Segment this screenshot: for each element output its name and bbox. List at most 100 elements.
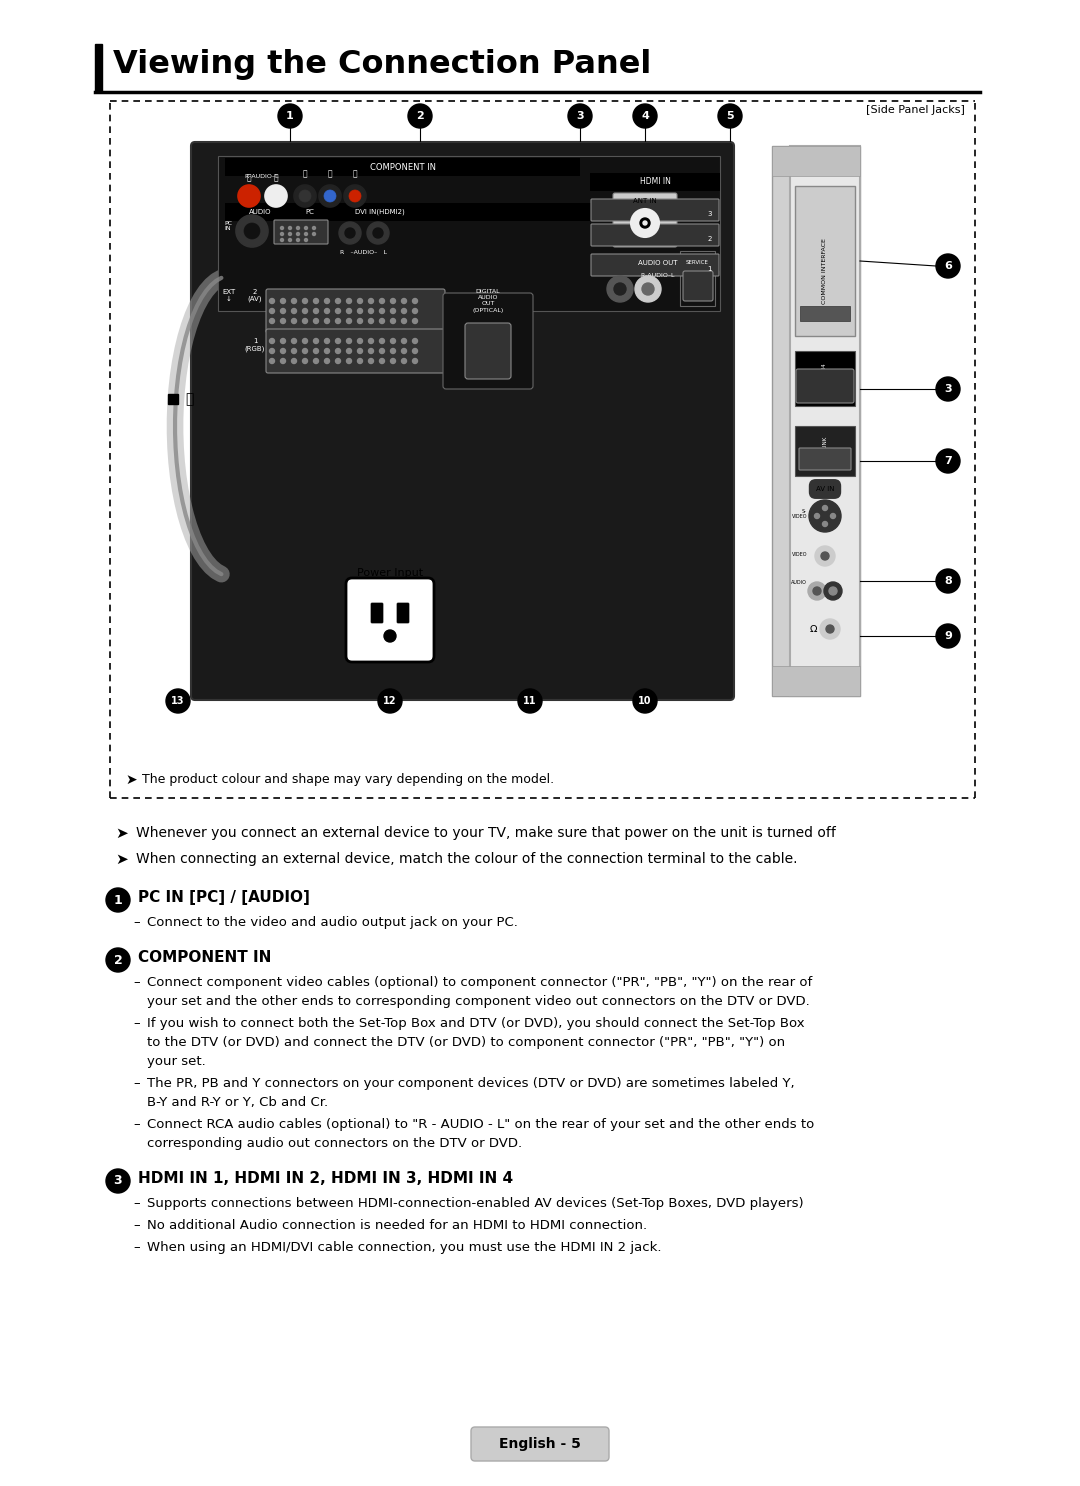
Circle shape <box>312 226 315 229</box>
Circle shape <box>384 630 396 642</box>
FancyBboxPatch shape <box>799 447 851 470</box>
Circle shape <box>288 232 292 235</box>
Circle shape <box>813 587 821 594</box>
Circle shape <box>347 358 351 364</box>
Circle shape <box>288 238 292 242</box>
Circle shape <box>345 227 355 238</box>
Text: 2: 2 <box>416 111 423 120</box>
Circle shape <box>292 339 297 343</box>
FancyBboxPatch shape <box>796 369 854 403</box>
Circle shape <box>378 690 402 713</box>
Circle shape <box>936 624 960 648</box>
Text: Ω: Ω <box>809 624 816 635</box>
Circle shape <box>281 349 285 354</box>
Circle shape <box>642 282 654 296</box>
Text: S-
VIDEO: S- VIDEO <box>792 508 807 520</box>
Text: –: – <box>133 1219 139 1232</box>
Text: to the DTV (or DVD) and connect the DTV (or DVD) to component connector ("PR", ": to the DTV (or DVD) and connect the DTV … <box>147 1036 785 1049</box>
Circle shape <box>297 226 299 229</box>
FancyBboxPatch shape <box>591 224 719 247</box>
Circle shape <box>718 104 742 128</box>
Circle shape <box>357 318 363 324</box>
Bar <box>218 156 720 311</box>
Circle shape <box>292 358 297 364</box>
Circle shape <box>339 221 361 244</box>
Text: 13: 13 <box>172 695 185 706</box>
Circle shape <box>631 210 659 236</box>
Bar <box>795 186 855 336</box>
Circle shape <box>345 184 366 207</box>
Circle shape <box>936 449 960 473</box>
Circle shape <box>357 299 363 303</box>
Circle shape <box>379 309 384 314</box>
Bar <box>225 204 640 221</box>
Circle shape <box>336 309 340 314</box>
Text: –: – <box>133 1241 139 1254</box>
Circle shape <box>324 349 329 354</box>
Circle shape <box>829 587 837 594</box>
Circle shape <box>413 358 418 364</box>
Circle shape <box>297 238 299 242</box>
Circle shape <box>238 184 260 207</box>
Circle shape <box>324 318 329 324</box>
Text: PC: PC <box>306 210 314 215</box>
Circle shape <box>324 358 329 364</box>
Bar <box>772 146 860 695</box>
Text: ➤: ➤ <box>114 851 127 866</box>
Circle shape <box>809 499 841 532</box>
Text: 5: 5 <box>726 111 733 120</box>
Circle shape <box>357 339 363 343</box>
Circle shape <box>815 545 835 566</box>
Circle shape <box>357 309 363 314</box>
FancyBboxPatch shape <box>443 293 534 389</box>
Circle shape <box>336 318 340 324</box>
Bar <box>789 146 860 695</box>
Circle shape <box>391 318 395 324</box>
Circle shape <box>270 299 274 303</box>
Circle shape <box>402 339 406 343</box>
Bar <box>772 666 860 695</box>
Circle shape <box>368 339 374 343</box>
Circle shape <box>615 282 626 296</box>
Text: R–AUDIO–L: R–AUDIO–L <box>640 273 675 278</box>
Circle shape <box>324 309 329 314</box>
Circle shape <box>292 299 297 303</box>
Circle shape <box>166 690 190 713</box>
Text: –: – <box>133 1016 139 1030</box>
Circle shape <box>292 318 297 324</box>
Circle shape <box>568 104 592 128</box>
Circle shape <box>413 309 418 314</box>
Text: –: – <box>133 915 139 929</box>
Bar <box>590 172 720 192</box>
Text: 3: 3 <box>113 1174 122 1187</box>
Circle shape <box>936 254 960 278</box>
Circle shape <box>820 620 840 639</box>
Text: your set.: your set. <box>147 1055 206 1068</box>
Text: 2: 2 <box>113 954 122 966</box>
Text: –: – <box>133 1077 139 1091</box>
Circle shape <box>336 299 340 303</box>
FancyBboxPatch shape <box>191 143 734 700</box>
Circle shape <box>824 583 842 600</box>
Circle shape <box>336 339 340 343</box>
Circle shape <box>299 190 311 202</box>
Circle shape <box>302 299 308 303</box>
Text: 7: 7 <box>944 456 951 467</box>
Circle shape <box>305 238 308 242</box>
Text: SERVICE: SERVICE <box>686 260 708 266</box>
FancyBboxPatch shape <box>471 1427 609 1461</box>
Text: Connect component video cables (optional) to component connector ("PR", "PB", "Y: Connect component video cables (optional… <box>147 976 812 990</box>
Circle shape <box>294 184 316 207</box>
Text: Power Input: Power Input <box>356 568 423 578</box>
Circle shape <box>402 309 406 314</box>
Circle shape <box>313 299 319 303</box>
Circle shape <box>823 522 827 526</box>
Text: Supports connections between HDMI-connection-enabled AV devices (Set-Top Boxes, : Supports connections between HDMI-connec… <box>147 1198 804 1210</box>
Text: WISELINK: WISELINK <box>823 435 827 462</box>
Circle shape <box>402 318 406 324</box>
Bar <box>795 426 855 476</box>
FancyBboxPatch shape <box>346 578 434 661</box>
Bar <box>168 394 178 404</box>
Text: DIGITAL
AUDIO
OUT
(OPTICAL): DIGITAL AUDIO OUT (OPTICAL) <box>472 288 503 312</box>
Text: Ⓛ: Ⓛ <box>273 172 279 181</box>
